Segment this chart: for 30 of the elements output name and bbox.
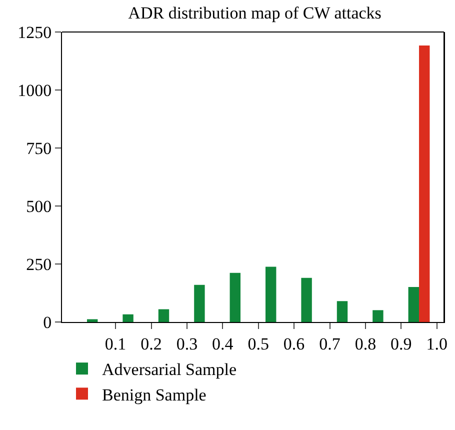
bar bbox=[408, 286, 420, 322]
bar bbox=[419, 45, 430, 322]
x-tick-label: 1.0 bbox=[426, 334, 448, 354]
bar bbox=[158, 309, 170, 322]
y-tick-label: 250 bbox=[26, 254, 52, 274]
bar bbox=[122, 314, 134, 322]
bar bbox=[301, 278, 312, 322]
bar bbox=[230, 272, 240, 322]
x-tick-label: 0.7 bbox=[319, 334, 341, 354]
y-tick-label: 1000 bbox=[18, 80, 52, 100]
x-tick-label: 0.5 bbox=[248, 334, 269, 354]
x-tick-label: 0.9 bbox=[390, 334, 412, 354]
bar bbox=[86, 319, 98, 322]
legend-label: Adversarial Sample bbox=[102, 360, 237, 380]
bar bbox=[266, 266, 276, 322]
y-tick-label: 750 bbox=[26, 138, 52, 158]
x-tick-label: 0.8 bbox=[354, 334, 376, 354]
y-tick-label: 1250 bbox=[18, 22, 52, 42]
x-tick-label: 0.3 bbox=[176, 334, 198, 354]
y-tick-label: 500 bbox=[26, 196, 52, 216]
x-tick-label: 0.4 bbox=[212, 334, 234, 354]
x-tick-label: 0.1 bbox=[104, 334, 126, 354]
bar bbox=[336, 301, 348, 322]
bar bbox=[194, 284, 205, 322]
y-tick-label: 0 bbox=[43, 312, 52, 332]
legend-label: Benign Sample bbox=[102, 385, 206, 404]
bar bbox=[372, 310, 384, 322]
x-tick-label: 0.6 bbox=[283, 334, 305, 354]
chart-title: ADR distribution map of CW attacks bbox=[128, 3, 382, 22]
x-tick-label: 0.2 bbox=[140, 334, 162, 354]
